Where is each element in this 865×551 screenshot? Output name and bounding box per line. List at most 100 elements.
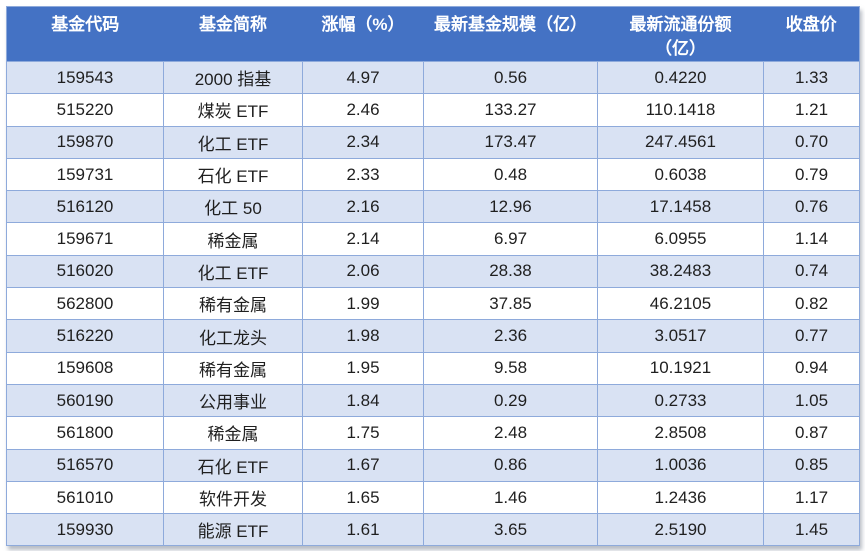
cell-change-pct: 2.34 [302, 125, 424, 159]
cell-fund-size: 133.27 [423, 93, 598, 127]
table-row: 159543 2000 指基 4.97 0.56 0.4220 1.33 [6, 60, 860, 95]
cell-fund-name: 化工 ETF [163, 254, 303, 289]
table-body: 159543 2000 指基 4.97 0.56 0.4220 1.33 515220 煤炭 … [6, 60, 860, 547]
cell-fund-code: 561800 [6, 416, 164, 450]
cell-float-shares: 0.6038 [597, 157, 764, 192]
cell-fund-code: 516020 [6, 254, 164, 289]
cell-float-shares: 1.2436 [597, 480, 764, 515]
cell-fund-code: 159671 [6, 222, 164, 256]
cell-change-pct: 1.98 [302, 319, 424, 353]
cell-float-shares: 46.2105 [597, 287, 764, 321]
cell-fund-size: 0.86 [423, 448, 598, 482]
table-row: 561010 软件开发 1.65 1.46 1.2436 1.17 [6, 480, 860, 515]
column-header-fund-name: 基金简称 [163, 6, 303, 62]
table-row: 159731 石化 ETF 2.33 0.48 0.6038 0.79 [6, 157, 860, 192]
cell-change-pct: 1.61 [302, 513, 424, 547]
table-header: 基金代码 基金简称 涨幅（%） 最新基金规模（亿） 最新流通份额 （亿） 收盘价 [6, 6, 860, 62]
cell-fund-name: 公用事业 [163, 383, 303, 418]
table-row: 159671 稀金属 2.14 6.97 6.0955 1.14 [6, 222, 860, 256]
cell-fund-size: 173.47 [423, 125, 598, 159]
column-header-label: 收盘价 [785, 15, 837, 34]
cell-fund-size: 12.96 [423, 190, 598, 224]
cell-fund-name: 石化 ETF [163, 157, 303, 192]
table-row: 561800 稀金属 1.75 2.48 2.8508 0.87 [6, 416, 860, 450]
cell-fund-code: 159608 [6, 351, 164, 385]
cell-close-price: 0.70 [763, 125, 860, 159]
cell-fund-name: 稀金属 [163, 222, 303, 256]
cell-change-pct: 1.99 [302, 287, 424, 321]
cell-change-pct: 2.14 [302, 222, 424, 256]
cell-fund-name: 稀有金属 [163, 287, 303, 321]
cell-float-shares: 247.4561 [597, 125, 764, 159]
cell-fund-code: 159930 [6, 513, 164, 547]
column-header-label: 基金简称 [199, 15, 267, 34]
table-row: 516570 石化 ETF 1.67 0.86 1.0036 0.85 [6, 448, 860, 482]
column-header-label: 最新基金规模（亿） [434, 15, 587, 34]
cell-close-price: 0.74 [763, 254, 860, 289]
column-header-float-shares: 最新流通份额 （亿） [597, 6, 764, 62]
cell-close-price: 1.45 [763, 513, 860, 547]
cell-close-price: 1.17 [763, 480, 860, 515]
cell-close-price: 0.82 [763, 287, 860, 321]
column-header-change-pct: 涨幅（%） [302, 6, 424, 62]
table-row: 515220 煤炭 ETF 2.46 133.27 110.1418 1.21 [6, 93, 860, 127]
cell-close-price: 0.87 [763, 416, 860, 450]
table-row: 516220 化工龙头 1.98 2.36 3.0517 0.77 [6, 319, 860, 353]
cell-close-price: 0.79 [763, 157, 860, 192]
cell-fund-name: 能源 ETF [163, 513, 303, 547]
cell-close-price: 0.77 [763, 319, 860, 353]
cell-fund-name: 稀有金属 [163, 351, 303, 385]
cell-fund-size: 0.29 [423, 383, 598, 418]
column-header-label: 最新流通份额 [629, 15, 732, 34]
cell-fund-name: 软件开发 [163, 480, 303, 515]
cell-fund-size: 1.46 [423, 480, 598, 515]
cell-float-shares: 38.2483 [597, 254, 764, 289]
table-row: 159930 能源 ETF 1.61 3.65 2.5190 1.45 [6, 513, 860, 547]
cell-change-pct: 2.06 [302, 254, 424, 289]
cell-fund-size: 6.97 [423, 222, 598, 256]
cell-fund-name: 化工 ETF [163, 125, 303, 159]
cell-fund-code: 159870 [6, 125, 164, 159]
fund-table: 基金代码 基金简称 涨幅（%） 最新基金规模（亿） 最新流通份额 （亿） 收盘价 15954… [6, 6, 860, 547]
cell-fund-name: 化工 50 [163, 190, 303, 224]
cell-change-pct: 1.84 [302, 383, 424, 418]
cell-fund-size: 0.56 [423, 60, 598, 95]
cell-close-price: 0.85 [763, 448, 860, 482]
cell-close-price: 1.21 [763, 93, 860, 127]
column-header-fund-code: 基金代码 [6, 6, 164, 62]
cell-fund-size: 37.85 [423, 287, 598, 321]
cell-fund-size: 0.48 [423, 157, 598, 192]
table-row: 159608 稀有金属 1.95 9.58 10.1921 0.94 [6, 351, 860, 385]
cell-close-price: 0.94 [763, 351, 860, 385]
column-header-fund-size: 最新基金规模（亿） [423, 6, 598, 62]
cell-fund-code: 560190 [6, 383, 164, 418]
cell-float-shares: 110.1418 [597, 93, 764, 127]
cell-float-shares: 2.5190 [597, 513, 764, 547]
cell-change-pct: 1.95 [302, 351, 424, 385]
cell-fund-size: 9.58 [423, 351, 598, 385]
cell-change-pct: 1.75 [302, 416, 424, 450]
cell-fund-code: 561010 [6, 480, 164, 515]
table-row: 516020 化工 ETF 2.06 28.38 38.2483 0.74 [6, 254, 860, 289]
cell-close-price: 0.76 [763, 190, 860, 224]
cell-float-shares: 2.8508 [597, 416, 764, 450]
cell-fund-code: 516220 [6, 319, 164, 353]
cell-change-pct: 2.46 [302, 93, 424, 127]
cell-fund-name: 化工龙头 [163, 319, 303, 353]
cell-float-shares: 0.2733 [597, 383, 764, 418]
cell-fund-code: 159543 [6, 60, 164, 95]
table-row: 562800 稀有金属 1.99 37.85 46.2105 0.82 [6, 287, 860, 321]
cell-fund-size: 2.48 [423, 416, 598, 450]
cell-change-pct: 1.67 [302, 448, 424, 482]
cell-fund-name: 石化 ETF [163, 448, 303, 482]
cell-float-shares: 6.0955 [597, 222, 764, 256]
cell-fund-name: 2000 指基 [163, 60, 303, 95]
table-row: 560190 公用事业 1.84 0.29 0.2733 1.05 [6, 383, 860, 418]
cell-fund-code: 515220 [6, 93, 164, 127]
cell-change-pct: 2.16 [302, 190, 424, 224]
cell-fund-name: 稀金属 [163, 416, 303, 450]
cell-float-shares: 3.0517 [597, 319, 764, 353]
column-header-label-line2: （亿） [655, 39, 706, 58]
cell-float-shares: 0.4220 [597, 60, 764, 95]
